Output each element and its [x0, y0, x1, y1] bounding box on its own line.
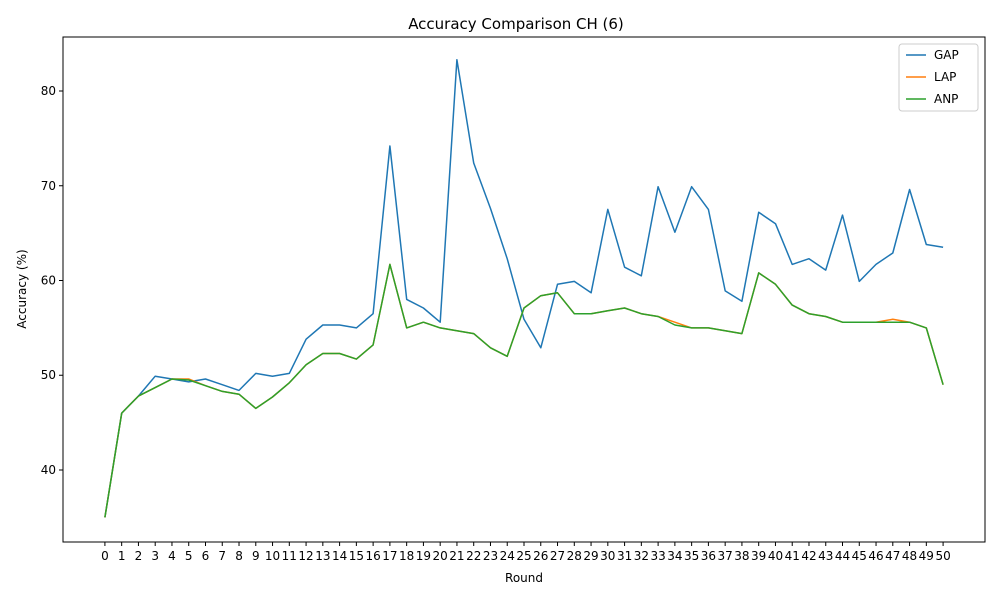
x-tick-label: 29 [583, 549, 598, 563]
x-tick-label: 37 [718, 549, 733, 563]
legend-label-anp: ANP [934, 92, 958, 106]
x-tick-label: 1 [118, 549, 126, 563]
x-tick-label: 13 [315, 549, 330, 563]
x-tick-label: 45 [852, 549, 867, 563]
x-tick-label: 36 [701, 549, 716, 563]
series-lines [104, 58, 944, 518]
x-tick-label: 31 [617, 549, 632, 563]
x-tick-label: 47 [885, 549, 900, 563]
x-tick-label: 26 [533, 549, 548, 563]
x-tick-label: 46 [868, 549, 883, 563]
x-tick-label: 38 [734, 549, 749, 563]
y-tick-label: 80 [41, 84, 56, 98]
chart-title: Accuracy Comparison CH (6) [408, 15, 624, 33]
x-tick-label: 39 [751, 549, 766, 563]
legend-box [898, 43, 979, 112]
x-tick-label: 30 [600, 549, 615, 563]
x-tick-label: 41 [785, 549, 800, 563]
x-tick-label: 18 [399, 549, 414, 563]
x-tick-label: 12 [298, 549, 313, 563]
x-tick-label: 24 [500, 549, 515, 563]
plot-area-frame [62, 36, 986, 543]
x-tick-label: 10 [265, 549, 280, 563]
y-axis: 40 50 60 70 80 [41, 84, 63, 477]
x-tick-label: 35 [684, 549, 699, 563]
x-tick-label: 4 [168, 549, 176, 563]
x-tick-label: 32 [634, 549, 649, 563]
x-tick-label: 9 [252, 549, 260, 563]
x-tick-label: 28 [567, 549, 582, 563]
x-tick-label: 19 [416, 549, 431, 563]
x-tick-label: 6 [202, 549, 210, 563]
x-tick-label: 16 [365, 549, 380, 563]
x-axis-label: Round [505, 571, 543, 585]
x-tick-label: 25 [516, 549, 531, 563]
legend: GAP LAP ANP [898, 43, 979, 112]
x-tick-label: 27 [550, 549, 565, 563]
y-tick-label: 40 [41, 463, 56, 477]
x-tick-label: 15 [349, 549, 364, 563]
x-tick-label: 21 [449, 549, 464, 563]
x-tick-label: 23 [483, 549, 498, 563]
x-tick-label: 7 [218, 549, 226, 563]
x-tick-label: 5 [185, 549, 193, 563]
series-line-anp [104, 263, 944, 518]
x-tick-label: 11 [282, 549, 297, 563]
x-tick-label: 43 [818, 549, 833, 563]
x-axis: 0 1 2 3 4 5 6 7 8 9 10 11 12 13 14 15 16 17 18 19 20 21 22 23 24… [101, 542, 951, 563]
legend-label-lap: LAP [934, 70, 956, 84]
x-tick-label: 2 [135, 549, 143, 563]
x-tick-label: 20 [433, 549, 448, 563]
x-tick-label: 0 [101, 549, 109, 563]
x-tick-label: 3 [151, 549, 159, 563]
series-line-lap [104, 263, 944, 518]
x-tick-label: 14 [332, 549, 347, 563]
y-tick-label: 50 [41, 368, 56, 382]
x-tick-label: 48 [902, 549, 917, 563]
x-tick-label: 42 [801, 549, 816, 563]
x-tick-label: 8 [235, 549, 243, 563]
x-tick-label: 50 [935, 549, 950, 563]
y-tick-label: 70 [41, 179, 56, 193]
x-tick-label: 34 [667, 549, 682, 563]
x-tick-label: 17 [382, 549, 397, 563]
x-tick-label: 40 [768, 549, 783, 563]
x-tick-label: 33 [650, 549, 665, 563]
x-tick-label: 22 [466, 549, 481, 563]
x-tick-label: 49 [919, 549, 934, 563]
legend-label-gap: GAP [934, 48, 959, 62]
x-tick-label: 44 [835, 549, 850, 563]
series-line-gap [104, 58, 944, 518]
y-tick-label: 60 [41, 273, 56, 287]
y-axis-label: Accuracy (%) [15, 249, 29, 328]
